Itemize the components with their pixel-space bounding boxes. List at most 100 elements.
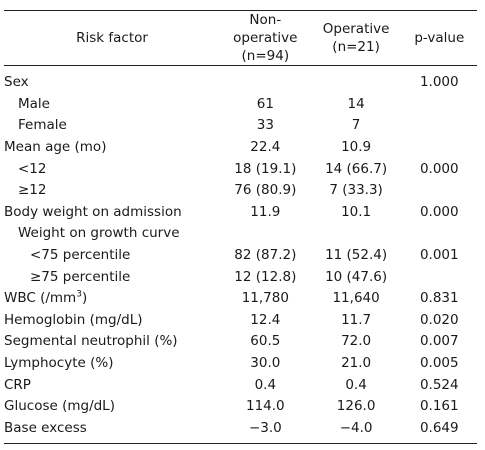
p-value-cell [402,180,477,202]
p-value-cell [402,115,477,137]
risk-factor-cell: Glucose (mg/dL) [4,396,220,418]
non-operative-cell: 0.4 [254,376,277,393]
risk-factor-label: WBC (/mm [4,290,77,307]
table-row: ≥12 76 (80.9) 7 (33.3) [4,180,477,202]
p-value-cell: 0.524 [419,376,459,393]
operative-cell: 21.0 [341,355,372,372]
non-operative-cell: −3.0 [248,419,282,436]
non-operative-cell: 30.0 [250,355,281,372]
operative-cell: 126.0 [336,398,376,415]
p-value-cell [402,223,477,245]
operative-cell: 10 (47.6) [325,268,388,285]
p-value-cell: 0.831 [419,290,459,307]
operative-cell: 10.1 [341,203,372,220]
operative-cell: 10.9 [341,139,372,156]
risk-factor-cell: ≥75 percentile [4,266,220,288]
risk-factor-label: Weight on growth curve [18,225,180,242]
risk-factor-cell: Weight on growth curve [4,223,220,245]
operative-cell: 72.0 [341,333,372,350]
risk-factor-cell: <75 percentile [4,245,220,267]
operative-cell: 7 [351,117,361,134]
table-body: Sex 1.000 Male 61 14 Female 33 7 Mean age (mo) 22… [4,66,477,444]
table-row: Female 33 7 [4,115,477,137]
risk-factor-label: Sex [4,74,29,91]
risk-factor-table: Risk factor Non-operative (n=94) Operati… [4,10,477,444]
risk-factor-label-suffix: ) [81,290,88,307]
p-value-cell: 0.649 [419,419,459,436]
risk-factor-label: Base excess [4,419,87,436]
p-value-cell: 0.000 [419,203,459,220]
table-row: Hemoglobin (mg/dL) 12.4 11.7 0.020 [4,310,477,332]
table-row: Segmental neutrophil (%) 60.5 72.0 0.007 [4,331,477,353]
risk-factor-label: Segmental neutrophil (%) [4,333,178,350]
p-value-cell: 1.000 [419,74,459,91]
header-risk-factor-label: Risk factor [76,30,148,46]
risk-factor-label: CRP [4,376,31,393]
risk-factor-cell: Segmental neutrophil (%) [4,331,220,353]
p-value-cell: 0.005 [419,355,459,372]
risk-factor-label-superscript: 3 [76,289,82,300]
risk-factor-label: Lymphocyte (%) [4,355,114,372]
non-operative-cell: 12 (12.8) [234,268,297,285]
p-value-cell [402,266,477,288]
table-row: WBC (/mm3) 11,780 11,640 0.831 [4,288,477,310]
table-row: CRP 0.4 0.4 0.524 [4,374,477,396]
non-operative-cell [220,66,311,94]
table-row: Mean age (mo) 22.4 10.9 [4,137,477,159]
non-operative-cell: 22.4 [250,139,281,156]
risk-factor-label: Body weight on admission [4,203,182,220]
header-p-value: p-value [402,11,477,66]
table-header: Risk factor Non-operative (n=94) Operati… [4,10,477,66]
non-operative-cell [220,223,311,245]
p-value-cell [402,137,477,159]
table-row: Weight on growth curve [4,223,477,245]
table-row: Glucose (mg/dL) 114.0 126.0 0.161 [4,396,477,418]
risk-factor-label: ≥12 [18,182,47,199]
risk-factor-cell: Mean age (mo) [4,137,220,159]
header-operative-n: (n=21) [332,39,380,55]
risk-factor-cell: WBC (/mm3) [4,288,220,310]
risk-factor-label: Glucose (mg/dL) [4,398,115,415]
risk-factor-cell: <12 [4,158,220,180]
operative-cell: 0.4 [345,376,367,393]
non-operative-cell: 11,780 [241,290,289,307]
table-row: Body weight on admission 11.9 10.1 0.000 [4,202,477,224]
risk-factor-cell: Sex [4,66,220,94]
non-operative-cell: 12.4 [250,311,281,328]
operative-cell: 11.7 [341,311,372,328]
operative-cell: −4.0 [339,419,373,436]
operative-cell: 14 [347,95,365,112]
risk-factor-label: ≥75 percentile [30,268,131,285]
operative-cell [311,66,402,94]
risk-factor-cell: Lymphocyte (%) [4,353,220,375]
non-operative-cell: 114.0 [246,398,285,415]
table-row: <12 18 (19.1) 14 (66.7) 0.000 [4,158,477,180]
risk-factor-cell: Base excess [4,418,220,444]
operative-cell: 14 (66.7) [325,160,388,177]
risk-factor-label: <75 percentile [30,247,131,264]
non-operative-cell: 11.9 [250,203,281,220]
non-operative-cell: 60.5 [250,333,281,350]
table-row: <75 percentile 82 (87.2) 11 (52.4) 0.001 [4,245,477,267]
non-operative-cell: 82 (87.2) [234,247,297,264]
header-non-operative-n: (n=94) [241,48,290,64]
non-operative-cell: 33 [256,117,274,134]
operative-cell: 7 (33.3) [329,182,383,199]
non-operative-cell: 18 (19.1) [234,160,297,177]
table-row: ≥75 percentile 12 (12.8) 10 (47.6) [4,266,477,288]
header-p-value-label: p-value [414,30,465,46]
table-row: Lymphocyte (%) 30.0 21.0 0.005 [4,353,477,375]
p-value-cell: 0.001 [419,247,459,264]
table-row: Base excess −3.0 −4.0 0.649 [4,418,477,444]
risk-factor-label: Hemoglobin (mg/dL) [4,311,143,328]
non-operative-cell: 76 (80.9) [234,182,297,199]
header-operative-label: Operative [322,21,390,37]
p-value-cell: 0.161 [419,398,459,415]
risk-factor-cell: Male [4,94,220,116]
risk-factor-cell: CRP [4,374,220,396]
table-row: Male 61 14 [4,94,477,116]
table-row: Sex 1.000 [4,66,477,94]
risk-factor-label: Male [18,95,50,112]
risk-factor-cell: ≥12 [4,180,220,202]
